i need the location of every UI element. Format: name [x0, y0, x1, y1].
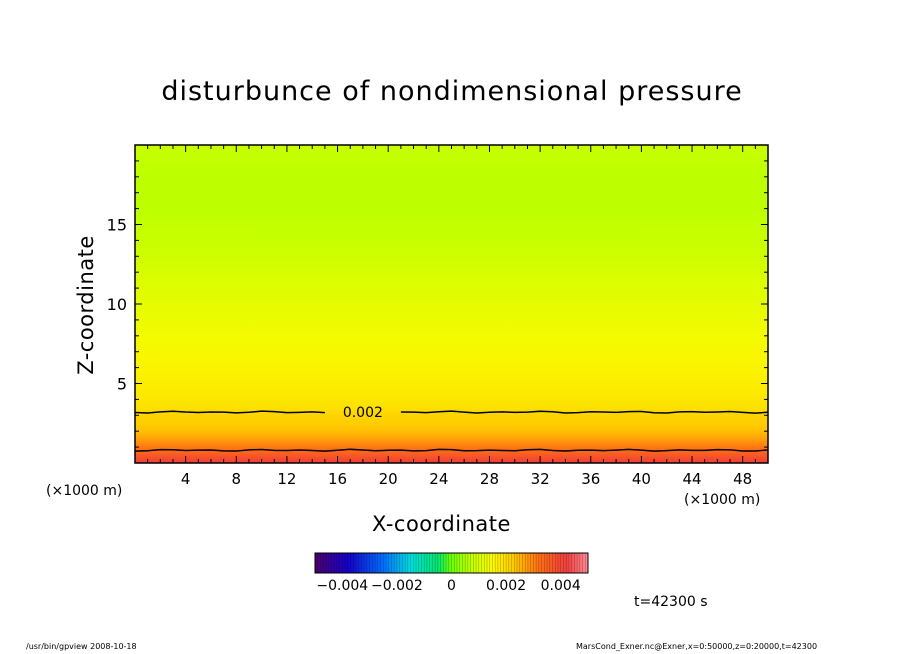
pressure-field — [135, 145, 768, 463]
x-tick-label: 8 — [232, 470, 242, 488]
x-tick-label: 40 — [632, 470, 651, 488]
x-tick-label: 44 — [682, 470, 701, 488]
y-axis-label: Z-coordinate — [74, 235, 98, 375]
x-tick-label: 48 — [733, 470, 752, 488]
x-tick-label: 20 — [379, 470, 398, 488]
colorbar-tick-label: −0.004 — [316, 578, 368, 594]
x-tick-label: 16 — [328, 470, 347, 488]
colorbar-tick-label: 0 — [447, 578, 456, 594]
colorbar: −0.004 −0.002 0 0.002 0.004 — [314, 552, 589, 594]
time-annotation: t=42300 s — [634, 594, 708, 610]
x-unit-label-right: (×1000 m) — [684, 492, 761, 508]
chart-title: disturbunce of nondimensional pressure — [161, 76, 743, 107]
colorbar-divisions — [317, 553, 586, 573]
x-tick-label: 4 — [181, 470, 191, 488]
y-tick-label: 10 — [107, 295, 127, 314]
colorbar-tick-label: −0.002 — [371, 578, 423, 594]
footer-program: /usr/bin/gpview 2008-10-18 — [26, 642, 137, 651]
x-unit-label-left: (×1000 m) — [46, 483, 123, 499]
contour-lines: 0.002 — [134, 405, 769, 452]
colorbar-tick-label: 0.004 — [541, 578, 581, 594]
x-axis-ticks: 4 8 12 16 20 24 28 32 36 40 44 48 — [134, 145, 769, 488]
colorbar-tick-label: 0.002 — [486, 578, 526, 594]
x-tick-label: 36 — [581, 470, 600, 488]
contour-line — [134, 448, 769, 452]
colorbar-bar — [315, 553, 588, 573]
y-tick-label: 5 — [117, 375, 127, 394]
colorbar-frame — [314, 552, 589, 574]
x-tick-label: 12 — [277, 470, 296, 488]
x-tick-label: 28 — [480, 470, 499, 488]
x-tick-label: 24 — [429, 470, 448, 488]
y-axis-ticks: 5 10 15 — [107, 144, 768, 464]
contour-label: 0.002 — [343, 405, 383, 421]
contour-line — [400, 410, 769, 414]
contour-line — [134, 410, 325, 414]
x-axis-label: X-coordinate — [372, 512, 511, 536]
y-tick-label: 15 — [107, 216, 127, 235]
x-tick-label: 32 — [531, 470, 550, 488]
footer-source: MarsCond_Exner.nc@Exner,x=0:50000,z=0:20… — [576, 642, 818, 651]
colorbar-labels: −0.004 −0.002 0 0.002 0.004 — [316, 578, 580, 594]
